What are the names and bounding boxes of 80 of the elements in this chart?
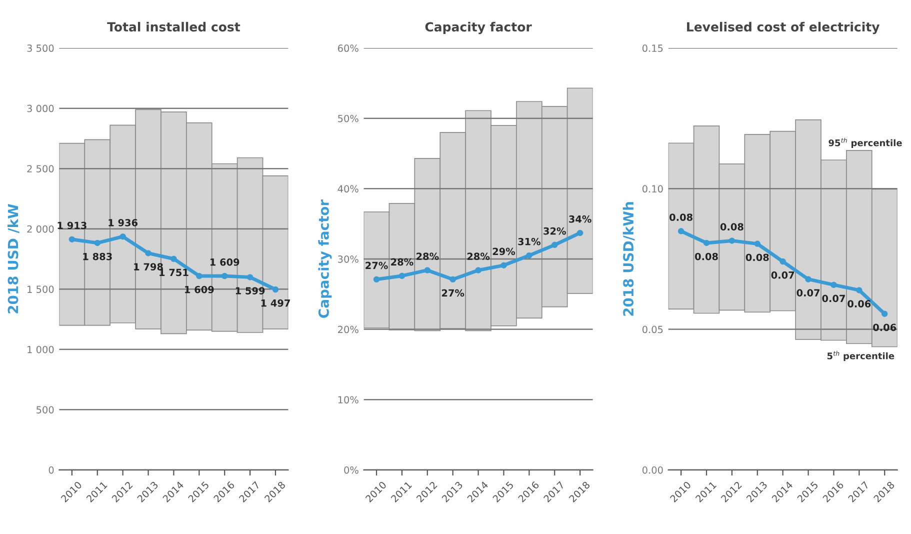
y-tick-label: 1 500 bbox=[28, 286, 54, 293]
y-tick-label: 2 000 bbox=[27, 225, 54, 233]
data-label: 31% bbox=[518, 238, 540, 246]
data-label: 34% bbox=[569, 215, 592, 223]
data-label: 0.08 bbox=[694, 252, 718, 260]
point bbox=[805, 276, 812, 282]
y-tick-label: 0.15 bbox=[642, 44, 663, 52]
data-label: 1 497 bbox=[261, 299, 290, 307]
point bbox=[754, 240, 761, 247]
y-tick-label: 2 500 bbox=[27, 165, 54, 172]
point bbox=[703, 240, 710, 246]
chart-title: Levelised cost of electricity bbox=[687, 22, 880, 34]
data-label: 1 599 bbox=[236, 287, 265, 294]
point bbox=[881, 310, 888, 317]
y-axis-title: Capacity factor bbox=[318, 199, 332, 318]
point bbox=[830, 282, 837, 288]
y-tick-label: 500 bbox=[36, 406, 54, 414]
point bbox=[94, 240, 101, 246]
data-label: 0.08 bbox=[746, 254, 769, 262]
data-label: 0.08 bbox=[670, 214, 692, 221]
y-tick-label: 0.10 bbox=[642, 185, 663, 193]
y-tick-label: 10% bbox=[338, 396, 358, 404]
point bbox=[272, 286, 279, 293]
chart-title: Capacity factor bbox=[425, 22, 532, 34]
point bbox=[526, 252, 532, 259]
annotation: 5$^{th}$ percentile bbox=[827, 350, 894, 362]
point bbox=[728, 238, 736, 244]
data-label: 1 913 bbox=[58, 222, 86, 230]
data-label: 28% bbox=[467, 252, 490, 260]
point bbox=[424, 267, 431, 274]
point bbox=[196, 272, 202, 280]
y-axis-title: 2018 USD/kWh bbox=[622, 202, 635, 316]
y-tick-label: 3 500 bbox=[27, 44, 54, 52]
point bbox=[246, 274, 254, 280]
point bbox=[551, 242, 558, 248]
point bbox=[398, 272, 406, 279]
y-tick-label: 60% bbox=[338, 44, 358, 52]
y-tick-label: 0.00 bbox=[642, 466, 663, 474]
point bbox=[221, 272, 228, 280]
data-label: 27% bbox=[442, 289, 464, 297]
point bbox=[68, 236, 76, 242]
point bbox=[500, 262, 507, 268]
y-tick-label: 0% bbox=[344, 466, 358, 474]
data-label: 1 936 bbox=[108, 219, 138, 226]
y-tick-label: 30% bbox=[338, 255, 358, 263]
data-label: 27% bbox=[366, 262, 388, 270]
point bbox=[856, 287, 862, 294]
data-label: 29% bbox=[492, 248, 516, 256]
point bbox=[145, 250, 152, 256]
data-label: 32% bbox=[544, 227, 566, 235]
point bbox=[780, 258, 786, 265]
point bbox=[576, 230, 584, 236]
data-label: 0.07 bbox=[822, 294, 845, 302]
data-label: 1 883 bbox=[83, 252, 112, 260]
data-label: 0.07 bbox=[796, 289, 820, 296]
point bbox=[373, 276, 380, 283]
annotation: 95$^{th}$ percentile bbox=[828, 138, 902, 148]
chart-title: Total installed cost bbox=[107, 22, 240, 32]
y-tick-label: 0.05 bbox=[642, 326, 663, 334]
y-tick-label: 1 000 bbox=[28, 346, 54, 354]
point bbox=[678, 228, 684, 234]
y-tick-label: 0 bbox=[48, 466, 54, 474]
data-label: 0.06 bbox=[873, 324, 896, 332]
y-tick-label: 20% bbox=[338, 326, 358, 334]
data-label: 1 609 bbox=[185, 286, 214, 294]
y-tick-label: 40% bbox=[338, 185, 358, 193]
y-axis-title: 2018 USD /kW bbox=[8, 204, 20, 314]
y-tick-label: 50% bbox=[338, 114, 358, 122]
point bbox=[120, 233, 126, 240]
point bbox=[475, 267, 482, 274]
data-label: 0.07 bbox=[771, 271, 794, 279]
data-label: 1 798 bbox=[134, 263, 163, 270]
point bbox=[450, 276, 456, 283]
point bbox=[170, 256, 177, 262]
data-label: 28% bbox=[391, 258, 414, 266]
data-label: 0.08 bbox=[720, 223, 744, 230]
y-tick-label: 3 000 bbox=[27, 104, 54, 112]
data-label: 28% bbox=[416, 252, 439, 260]
data-label: 0.06 bbox=[848, 300, 871, 308]
data-label: 1 609 bbox=[210, 258, 240, 266]
